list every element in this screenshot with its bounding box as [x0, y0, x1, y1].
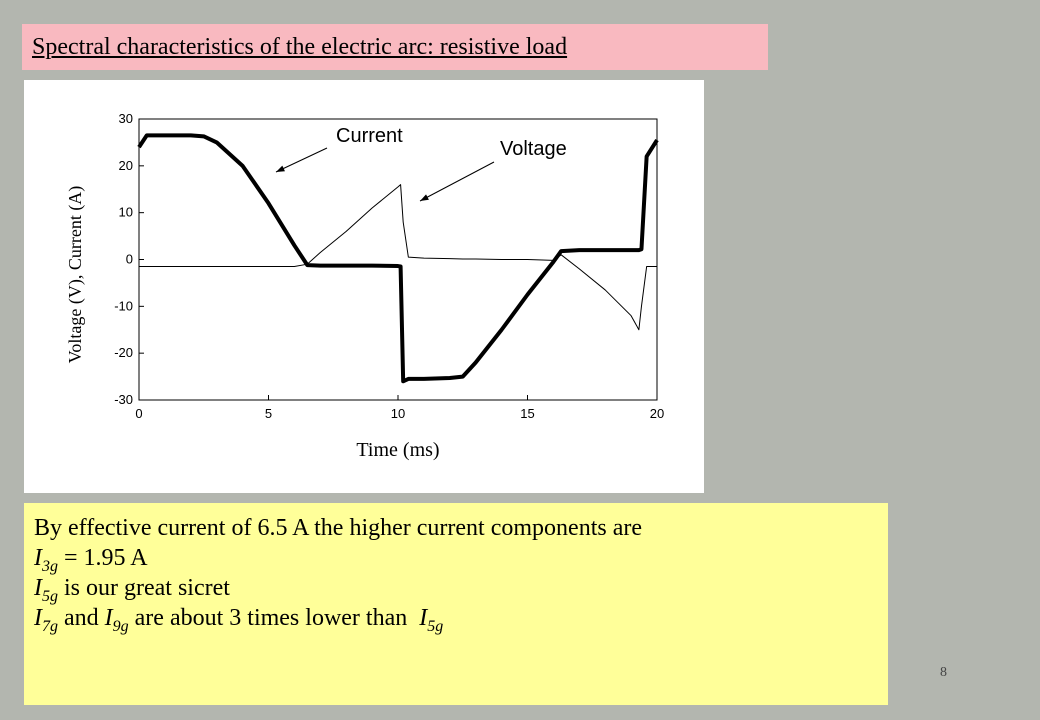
title-box: Spectral characteristics of the electric…	[22, 24, 768, 70]
x-tick-label: 10	[391, 406, 405, 421]
text-line: By effective current of 6.5 A the higher…	[34, 515, 642, 542]
x-tick-label: 15	[520, 406, 534, 421]
symbol: I	[104, 605, 113, 631]
y-tick-label: 0	[126, 252, 133, 267]
y-axis-label: Voltage (V), Current (A)	[65, 186, 86, 364]
x-tick-label: 5	[265, 406, 272, 421]
text-line: I5g is our great sicret	[34, 575, 230, 606]
y-tick-label: 30	[119, 111, 133, 126]
slide-title: Spectral characteristics of the electric…	[32, 34, 568, 60]
series-line	[139, 184, 657, 331]
subscript: 3g	[42, 557, 58, 575]
subscript: 5g	[427, 617, 444, 635]
y-tick-label: -10	[114, 298, 133, 313]
symbol: I	[34, 545, 42, 571]
y-tick-label: 10	[119, 205, 133, 220]
text-run: By effective current of 6.5 A the higher…	[34, 515, 643, 541]
arrow-head	[276, 165, 285, 172]
arrow-head	[420, 194, 429, 201]
text-run: are about 3 times lower than	[128, 605, 420, 631]
series-line	[137, 133, 659, 384]
annotation: Voltage	[500, 138, 567, 160]
subscript: 9g	[112, 617, 129, 635]
x-axis-label: Time (ms)	[356, 439, 439, 461]
symbol: I	[34, 605, 42, 631]
text-box: By effective current of 6.5 A the higher…	[24, 503, 888, 705]
plot-frame	[138, 118, 658, 401]
y-tick-label: 20	[119, 158, 133, 173]
x-tick-label: 0	[135, 406, 142, 421]
annotation: Current	[336, 125, 403, 147]
annotation-arrow	[419, 161, 495, 202]
text-run: and	[58, 605, 105, 631]
annotation-arrow	[275, 147, 328, 173]
page-number: 8	[940, 665, 947, 680]
text-line: I7g and I9g are about 3 times lower than…	[34, 605, 443, 636]
y-tick-label: -30	[114, 392, 133, 407]
y-tick-label: -20	[114, 345, 133, 360]
subscript: 5g	[42, 587, 58, 605]
chart-box: -30 -20 -10 0 10 20 30 0 5 10 15 20 Time (ms) Voltage…	[24, 80, 704, 493]
text-run: = 1.95 A	[58, 545, 148, 571]
x-tick-label: 20	[650, 406, 664, 421]
chart: -30 -20 -10 0 10 20 30 0 5 10 15 20 Time (ms) Voltage…	[65, 111, 664, 461]
text-line: I3g = 1.95 A	[34, 545, 148, 576]
subscript: 7g	[42, 617, 58, 635]
symbol: I	[419, 605, 428, 631]
symbol: I	[34, 575, 42, 601]
text-run: is our great sicret	[58, 575, 230, 601]
